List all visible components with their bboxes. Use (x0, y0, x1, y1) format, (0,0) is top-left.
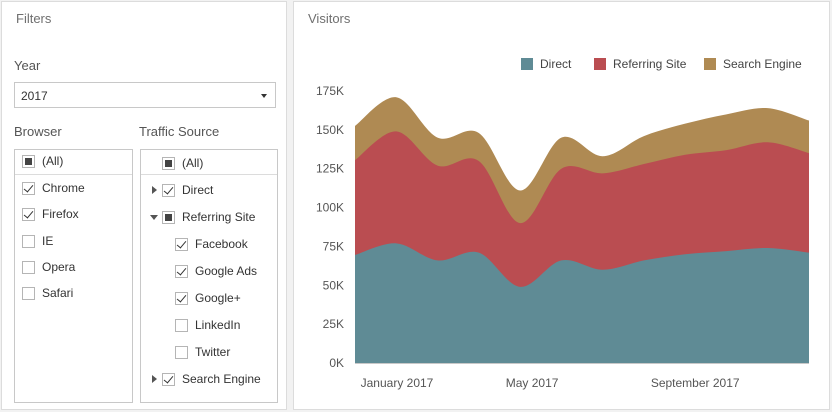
legend-item-referring-site[interactable]: Referring Site (594, 57, 686, 71)
browser-item-opera[interactable]: Opera (22, 256, 75, 278)
browser-item-label: Opera (42, 260, 76, 274)
checkbox[interactable] (162, 183, 175, 197)
checkbox[interactable] (22, 260, 35, 274)
browser-item-label: IE (42, 234, 54, 248)
traffic-item-referring-site[interactable]: Referring Site (149, 206, 255, 228)
y-tick-label: 150K (316, 123, 344, 137)
browser-item-label: Chrome (42, 181, 85, 195)
legend-swatch (594, 58, 606, 70)
browser-item-chrome[interactable]: Chrome (22, 177, 85, 199)
traffic-item-all[interactable]: (All) (162, 152, 203, 174)
traffic-item-label: (All) (182, 156, 204, 170)
browser-item-all[interactable]: (All) (22, 150, 63, 172)
traffic-item-google-ads[interactable]: Google Ads (175, 260, 257, 282)
checkbox[interactable] (175, 345, 188, 359)
checkbox[interactable] (162, 156, 175, 170)
traffic-item-label: Twitter (195, 345, 231, 359)
traffic-item-google[interactable]: Google+ (175, 287, 241, 309)
divider (15, 174, 132, 175)
caret-right-icon[interactable] (149, 374, 159, 384)
browser-item-label: (All) (42, 154, 64, 168)
year-label: Year (14, 58, 41, 73)
x-tick-label: September 2017 (651, 376, 740, 390)
legend-label: Search Engine (723, 57, 802, 71)
browser-item-ie[interactable]: IE (22, 230, 53, 252)
legend-item-search-engine[interactable]: Search Engine (704, 57, 802, 71)
legend-label: Referring Site (613, 57, 687, 71)
checkbox[interactable] (175, 237, 188, 251)
browser-label: Browser (14, 124, 62, 139)
y-tick-label: 50K (323, 278, 344, 292)
browser-item-label: Safari (42, 286, 74, 300)
checkbox[interactable] (162, 210, 175, 224)
traffic-item-label: Direct (182, 183, 214, 197)
legend-swatch (521, 58, 533, 70)
x-tick-label: May 2017 (506, 376, 559, 390)
traffic-item-label: Google+ (195, 291, 241, 305)
divider (141, 174, 277, 175)
checkbox[interactable] (175, 318, 188, 332)
traffic-item-label: Google Ads (195, 264, 258, 278)
traffic-item-direct[interactable]: Direct (149, 179, 213, 201)
caret-right-icon[interactable] (149, 185, 159, 195)
y-tick-label: 0K (329, 356, 344, 370)
checkbox[interactable] (175, 264, 188, 278)
checkbox[interactable] (22, 234, 35, 248)
browser-item-firefox[interactable]: Firefox (22, 203, 79, 225)
y-tick-label: 75K (323, 239, 344, 253)
checkbox[interactable] (22, 154, 35, 168)
checkbox[interactable] (162, 372, 175, 386)
traffic-item-label: Referring Site (182, 210, 256, 224)
traffic-item-linkedin[interactable]: LinkedIn (175, 314, 240, 336)
year-select[interactable]: 2017 (14, 82, 276, 108)
traffic-item-facebook[interactable]: Facebook (175, 233, 248, 255)
checkbox[interactable] (175, 291, 188, 305)
y-tick-label: 100K (316, 201, 344, 215)
traffic-source-label: Traffic Source (139, 124, 220, 139)
chevron-down-icon[interactable] (261, 94, 267, 98)
visitors-chart: 0K 25K 50K 75K 100K 125K 150K 175K January 2017 M… (316, 84, 809, 390)
visitors-panel: Visitors Direct Referring Site Search Engi… (293, 1, 830, 410)
x-tick-label: January 2017 (361, 376, 434, 390)
checkbox[interactable] (22, 286, 35, 300)
year-select-value: 2017 (21, 89, 48, 103)
legend-swatch (704, 58, 716, 70)
legend-label: Direct (540, 57, 572, 71)
legend-item-direct[interactable]: Direct (521, 57, 571, 71)
browser-list[interactable]: (All) Chrome Firefox IE Opera Safari (14, 149, 133, 403)
visitors-title: Visitors (308, 11, 351, 26)
traffic-item-twitter[interactable]: Twitter (175, 341, 230, 363)
traffic-item-label: LinkedIn (195, 318, 241, 332)
traffic-source-tree[interactable]: (All) Direct Referring Site Facebook Google … (140, 149, 278, 403)
caret-down-icon[interactable] (149, 212, 159, 222)
y-tick-label: 125K (316, 162, 344, 176)
filters-title: Filters (16, 11, 52, 26)
y-tick-label: 25K (323, 317, 344, 331)
y-tick-label: 175K (316, 84, 344, 98)
browser-item-label: Firefox (42, 207, 79, 221)
filters-panel: Filters Year 2017 Browser Traffic Source… (1, 1, 287, 410)
area-direct[interactable] (355, 243, 809, 363)
traffic-item-search-engine[interactable]: Search Engine (149, 368, 261, 390)
checkbox[interactable] (22, 181, 35, 195)
traffic-item-label: Search Engine (182, 372, 261, 386)
checkbox[interactable] (22, 207, 35, 221)
traffic-item-label: Facebook (195, 237, 248, 251)
browser-item-safari[interactable]: Safari (22, 282, 73, 304)
